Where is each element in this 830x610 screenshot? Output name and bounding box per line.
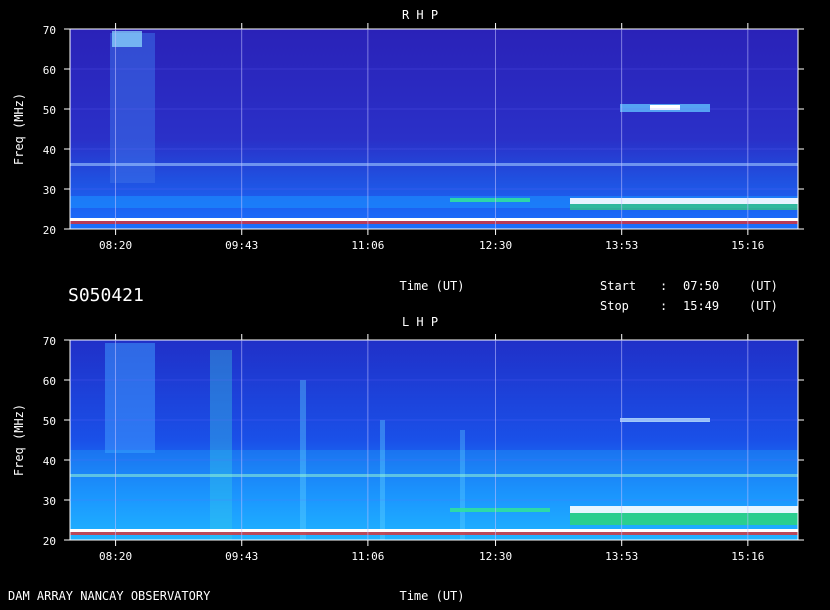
lhp-ytick-label: 20 bbox=[43, 535, 56, 548]
rhp-ytick-label: 50 bbox=[43, 104, 56, 117]
rhp-spectrogram bbox=[70, 29, 798, 229]
rhp-ytick-label: 20 bbox=[43, 224, 56, 237]
lhp-y-label: Freq (MHz) bbox=[12, 404, 26, 476]
lhp-panel: L H P 20 30 40 50 60 70 08:20 09:43 11:06 12:30 1… bbox=[12, 315, 804, 603]
lhp-ytick-label: 60 bbox=[43, 375, 56, 388]
footer-label: DAM ARRAY NANCAY OBSERVATORY bbox=[8, 589, 211, 603]
lhp-xtick-label: 08:20 bbox=[99, 550, 132, 563]
rhp-xtick-label: 09:43 bbox=[225, 239, 258, 252]
lhp-ytick-label: 70 bbox=[43, 335, 56, 348]
stop-label: Stop bbox=[600, 299, 629, 313]
lhp-streak-2 bbox=[380, 420, 385, 540]
rhp-line-36mhz bbox=[70, 163, 798, 166]
rhp-band-27mhz bbox=[570, 198, 798, 204]
lhp-frame bbox=[69, 339, 799, 541]
rhp-title: R H P bbox=[402, 8, 438, 22]
rhp-ytick-label: 60 bbox=[43, 64, 56, 77]
lhp-burst-early bbox=[105, 343, 155, 453]
rhp-burst-early bbox=[110, 33, 155, 183]
lhp-line-36mhz bbox=[70, 474, 798, 477]
rhp-gridlines bbox=[70, 29, 798, 229]
rhp-panel: R H P 20 30 40 50 60 70 08:20 09:43 11:06 12:30 1… bbox=[12, 8, 804, 293]
lhp-band-21mhz bbox=[70, 529, 798, 532]
rhp-x-label: Time (UT) bbox=[399, 279, 464, 293]
lhp-burst-0920 bbox=[210, 350, 232, 540]
lhp-xtick-label: 13:53 bbox=[605, 550, 638, 563]
rhp-band-27mhz-glow bbox=[570, 204, 798, 210]
rhp-y-label: Freq (MHz) bbox=[12, 93, 26, 165]
lhp-streak-3 bbox=[460, 430, 465, 540]
lhp-y-axis: 20 30 40 50 60 70 bbox=[43, 335, 804, 548]
rhp-xtick-label: 08:20 bbox=[99, 239, 132, 252]
lhp-xtick-label: 15:16 bbox=[731, 550, 764, 563]
stop-separator: : bbox=[660, 299, 667, 313]
lhp-xtick-label: 12:30 bbox=[479, 550, 512, 563]
start-label: Start bbox=[600, 279, 636, 293]
rhp-band-20mhz bbox=[70, 221, 798, 224]
start-separator: : bbox=[660, 279, 667, 293]
lhp-band-27mhz bbox=[570, 506, 798, 513]
rhp-frame bbox=[69, 28, 799, 230]
lhp-title: L H P bbox=[402, 315, 438, 329]
start-unit: (UT) bbox=[749, 279, 778, 293]
lhp-ytick-label: 30 bbox=[43, 495, 56, 508]
rhp-band-21mhz bbox=[70, 218, 798, 221]
rhp-ytick-label: 30 bbox=[43, 184, 56, 197]
rhp-xtick-label: 13:53 bbox=[605, 239, 638, 252]
lhp-ytick-label: 50 bbox=[43, 415, 56, 428]
stop-unit: (UT) bbox=[749, 299, 778, 313]
lhp-gridlines bbox=[70, 340, 798, 540]
rhp-features bbox=[70, 31, 798, 224]
lhp-band-20mhz bbox=[70, 532, 798, 535]
rhp-xtick-label: 12:30 bbox=[479, 239, 512, 252]
rhp-x-axis: 08:20 09:43 11:06 12:30 13:53 15:16 bbox=[99, 23, 764, 252]
rhp-band-27mhz-mid bbox=[450, 198, 530, 202]
lhp-x-axis: 08:20 09:43 11:06 12:30 13:53 15:16 bbox=[99, 334, 764, 563]
lhp-xtick-label: 11:06 bbox=[351, 550, 384, 563]
rhp-xtick-label: 15:16 bbox=[731, 239, 764, 252]
lhp-ytick-label: 40 bbox=[43, 455, 56, 468]
lhp-features bbox=[70, 343, 798, 540]
rhp-burst-early-top bbox=[112, 31, 142, 47]
rhp-xtick-label: 11:06 bbox=[351, 239, 384, 252]
start-value: 07:50 bbox=[683, 279, 719, 293]
lhp-xtick-label: 09:43 bbox=[225, 550, 258, 563]
rhp-ytick-label: 40 bbox=[43, 144, 56, 157]
time-info: Start : 07:50 (UT) Stop : 15:49 (UT) bbox=[600, 279, 778, 313]
rhp-band-50mhz-core bbox=[650, 105, 680, 110]
observation-id: S050421 bbox=[68, 285, 144, 306]
rhp-y-axis: 20 30 40 50 60 70 bbox=[43, 24, 804, 237]
lhp-low-band-glow bbox=[70, 450, 798, 540]
rhp-ytick-label: 70 bbox=[43, 24, 56, 37]
stop-value: 15:49 bbox=[683, 299, 719, 313]
lhp-x-label: Time (UT) bbox=[399, 589, 464, 603]
lhp-band-27mhz-mid bbox=[450, 508, 550, 512]
lhp-band-25mhz bbox=[570, 513, 798, 525]
